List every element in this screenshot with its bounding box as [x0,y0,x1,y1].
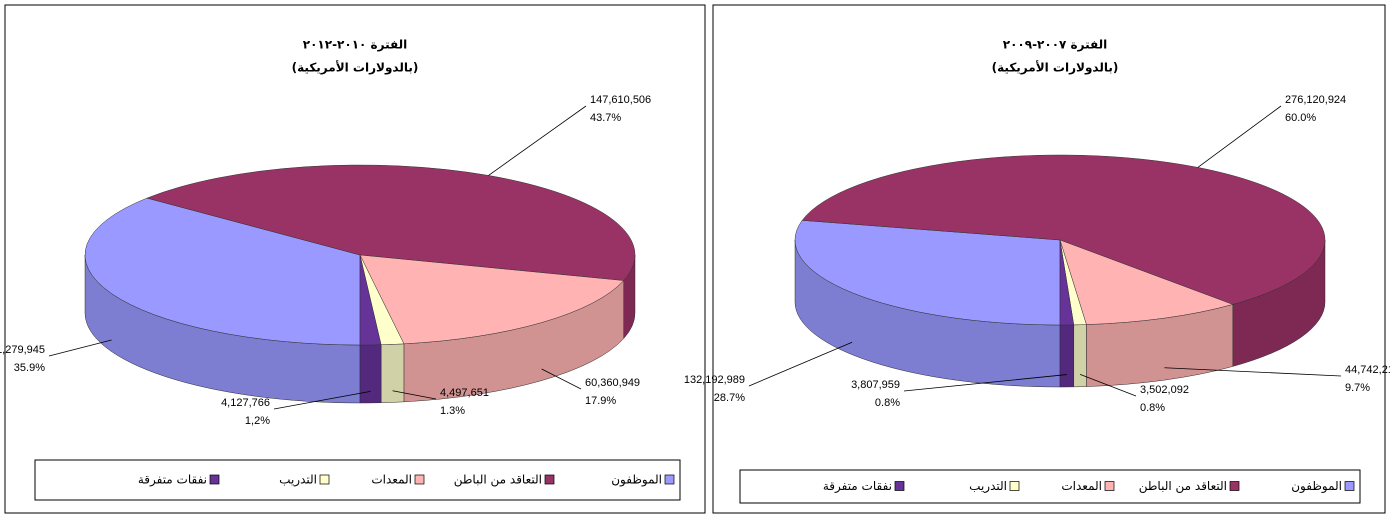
slice [146,164,636,281]
value-label: 121,279,945 [0,344,45,356]
legend-label: التدريب [279,473,317,488]
side-shade [623,255,635,339]
leader-line [1164,367,1342,377]
leader-line [488,105,587,176]
legend-swatch [209,474,220,485]
legend-swatch [414,474,425,485]
legend-swatch [319,474,330,485]
leader-line [1079,373,1137,397]
slice [1059,239,1075,326]
side-shade [1073,324,1087,387]
chart-subtitle: (بالدولارات الأمريكية) [292,60,419,76]
legend-swatch [1104,481,1115,491]
value-label: 276,120,924 [1285,94,1346,106]
value-label: 147,610,506 [590,94,651,106]
slice [359,254,625,345]
percent-label: 17.9% [585,395,616,407]
slice [794,220,1061,326]
legend-label: المعدات [371,473,412,487]
legend-swatch [664,474,675,485]
side-shade [403,280,624,402]
side-shade [1086,304,1233,387]
leader-line [541,368,582,390]
legend-label: الموظفون [611,473,662,488]
legend-swatch [894,481,905,491]
leader-line [1197,105,1282,168]
legend-label: التعاقد من الباطن [454,473,542,488]
legend-label: التدريب [969,479,1007,494]
slice [359,254,382,346]
legend-swatch [544,474,555,485]
chart-title: الفترة ٢٠١٠-٢٠١٢ [303,38,407,52]
legend-label: نفقات متفرقة [823,479,892,494]
legend-label: نفقات متفرقة [138,473,207,488]
value-label: 3,502,092 [1140,384,1189,396]
percent-label: 9.7% [1345,382,1370,394]
percent-label: 35.9% [14,362,45,374]
legend-box [739,469,1361,504]
percent-label: 28.7% [714,392,745,404]
chart-title: الفترة ٢٠٠٧-٢٠٠٩ [1003,38,1107,52]
legend-label: التعاقد من الباطن [1139,479,1227,494]
side-shade [85,255,360,403]
percent-label: 0.8% [875,397,900,409]
value-label: 60,360,949 [585,377,640,389]
side-shade [1060,324,1074,387]
percent-label: 1.3% [440,405,465,417]
slice [1059,239,1234,325]
percent-label: 60.0% [1285,112,1316,124]
value-label: 4,497,651 [440,387,489,399]
value-label: 3,807,959 [851,379,900,391]
percent-label: 1,2% [245,415,270,427]
legend-swatch [1009,481,1020,491]
side-shade [360,344,382,403]
side-shade [795,240,1060,387]
side-shade [1232,240,1325,367]
leader-line [392,390,437,400]
percent-label: 43.7% [590,112,621,124]
legend-label: الموظفون [1291,479,1342,494]
legend-swatch [1229,481,1240,491]
leader-line [748,341,853,387]
leader-line [273,390,371,410]
side-shade [381,343,404,403]
chart-subtitle: (بالدولارات الأمريكية) [992,60,1119,76]
legend-swatch [1344,481,1355,491]
value-label: 44,742,212 [1345,364,1390,376]
value-label: 132,192,989 [684,374,745,386]
leader-line [48,339,112,357]
leader-line [903,374,1067,392]
slice [84,197,361,346]
percent-label: 0.8% [1140,402,1165,414]
legend-box [34,459,681,501]
legend-label: المعدات [1061,479,1102,493]
value-label: 4,127,766 [221,397,270,409]
